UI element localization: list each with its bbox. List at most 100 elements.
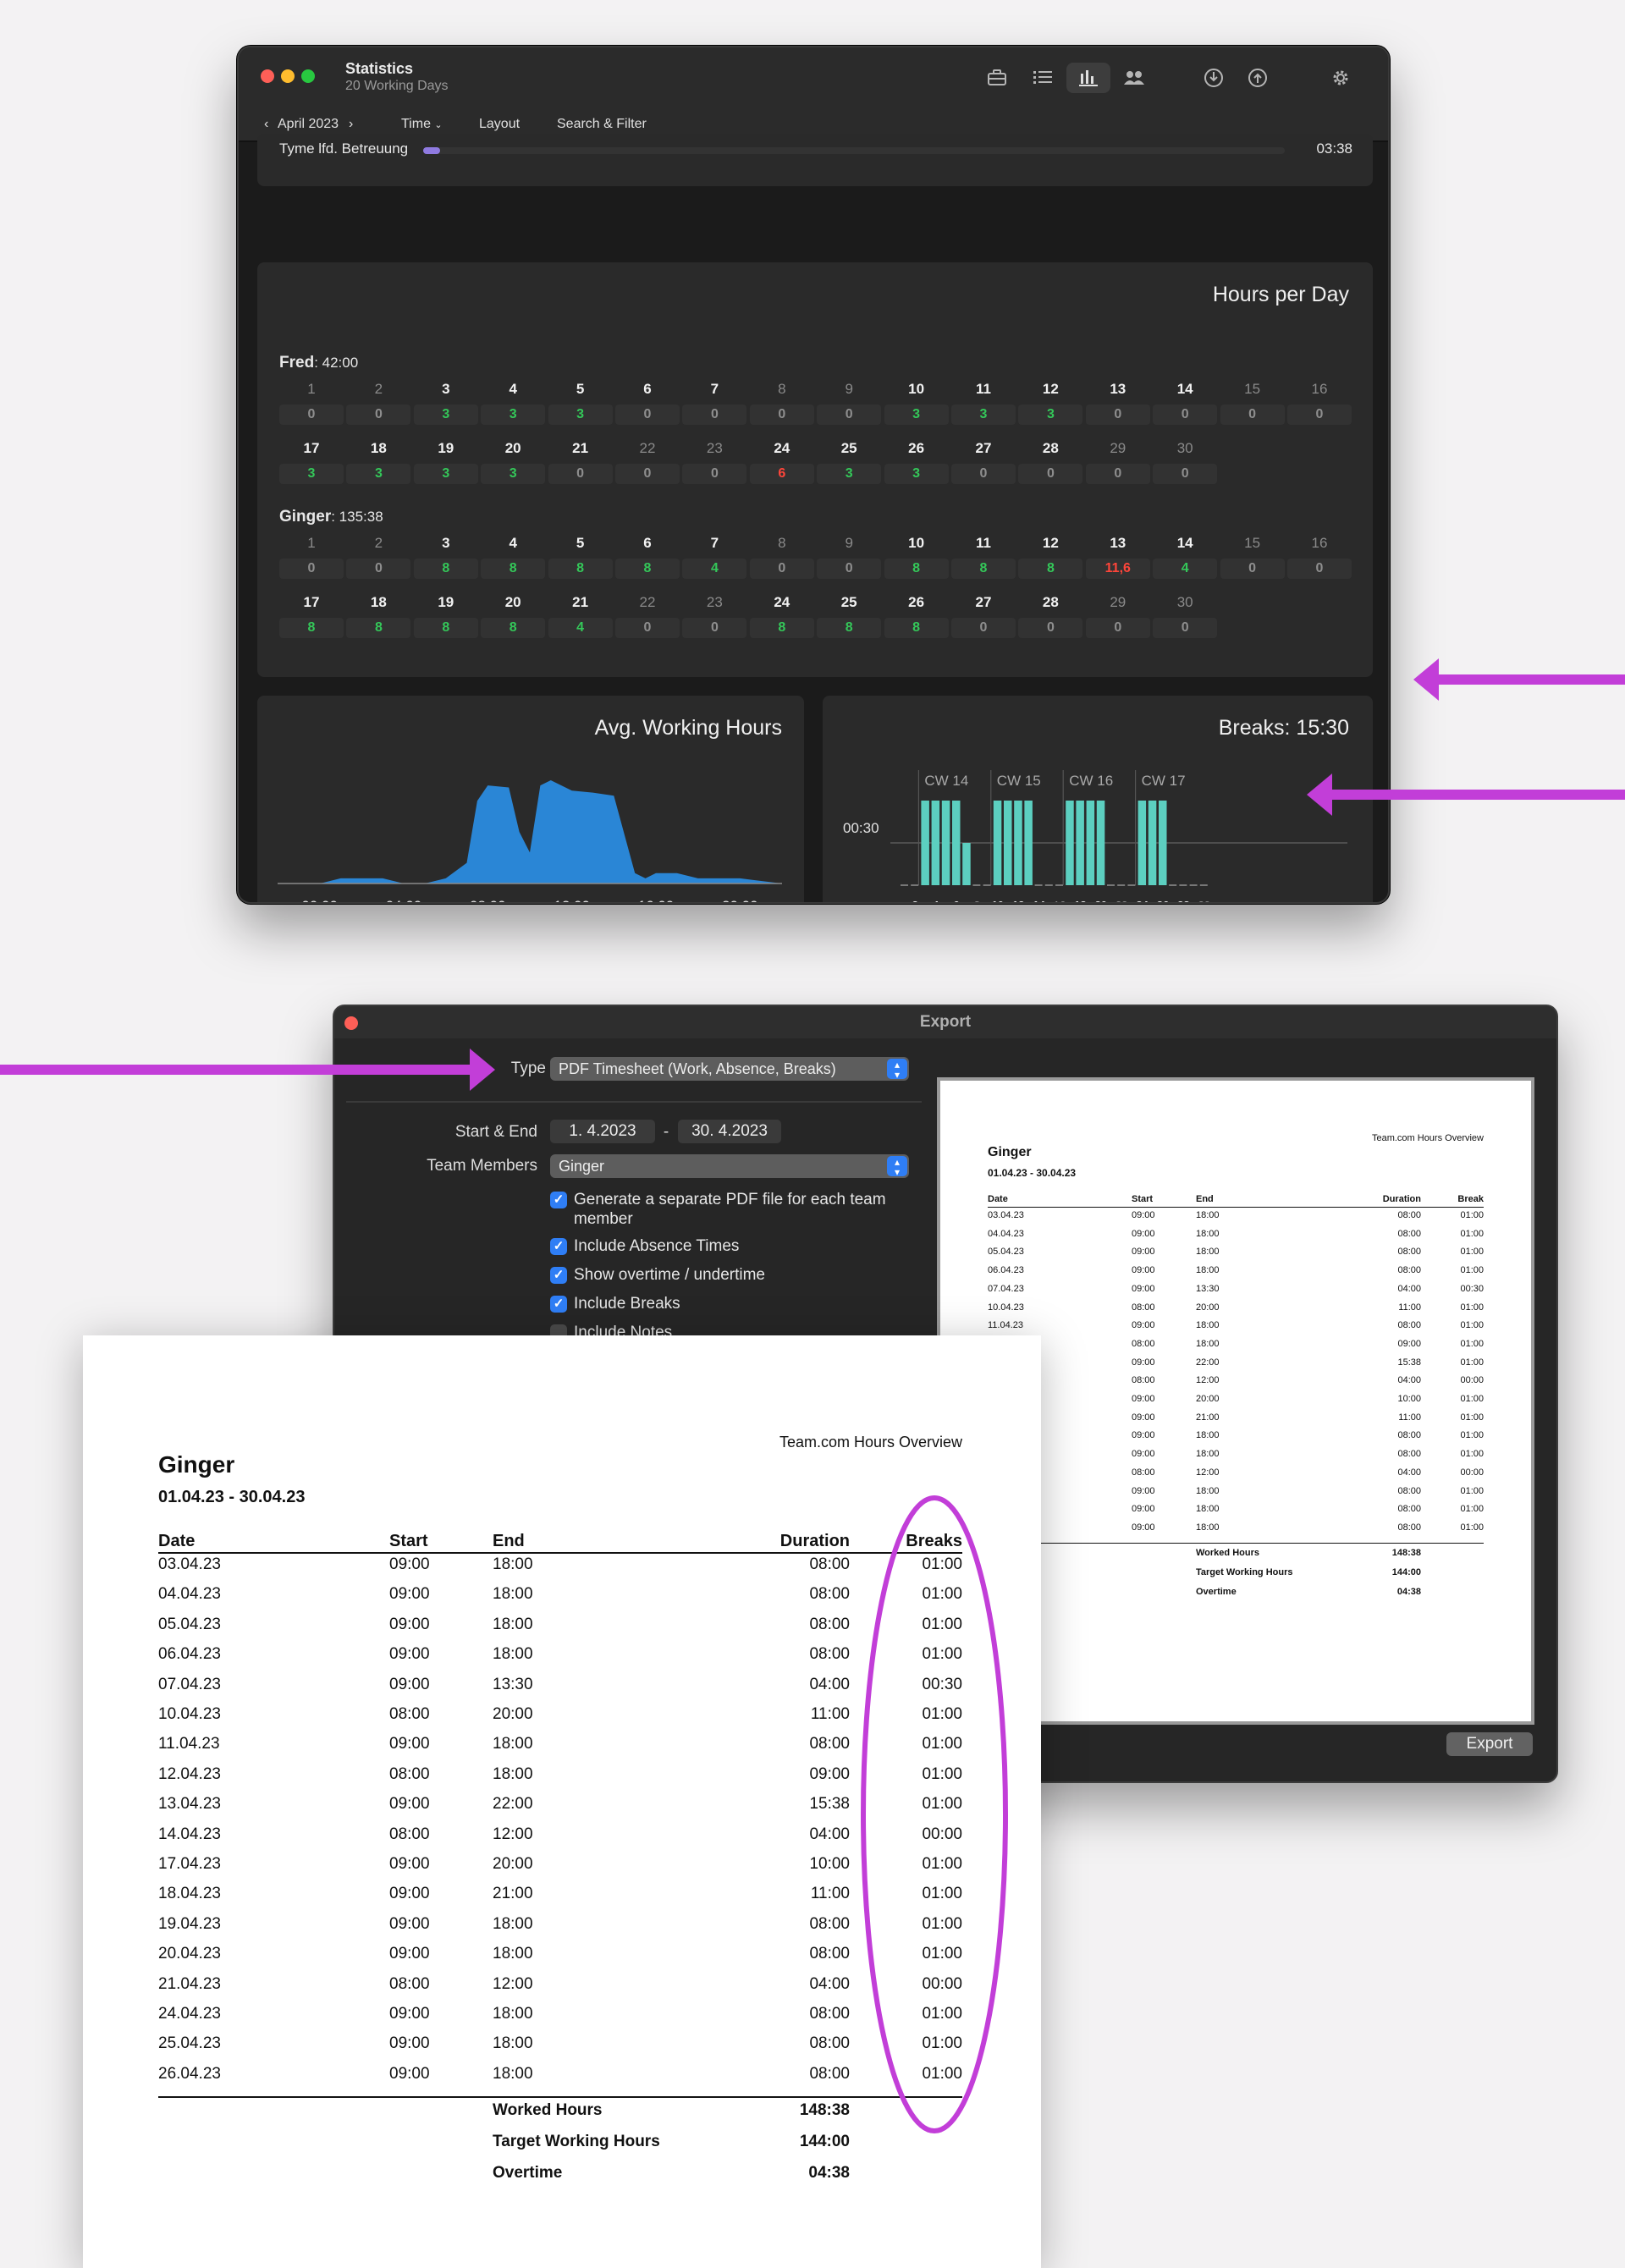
day-hours-value: 0 [817, 559, 882, 579]
table-cell: 08:00 [1397, 1449, 1421, 1460]
day-number: 18 [370, 594, 387, 610]
reference-line-label: 00:30 [843, 820, 879, 836]
table-cell: 09:00 [389, 1645, 430, 1664]
table-cell: 09:00 [1132, 1210, 1155, 1220]
type-select[interactable]: PDF Timesheet (Work, Absence, Breaks) ▴ ▾ [550, 1057, 909, 1081]
x-tick-label: 10 [992, 899, 1004, 904]
close-button[interactable] [261, 69, 274, 83]
include-absence-checkbox[interactable]: ✓ [550, 1238, 567, 1255]
table-cell: 04:00 [1397, 1283, 1421, 1294]
table-cell: 18:00 [1196, 1228, 1220, 1239]
people-icon[interactable] [1112, 63, 1156, 93]
day-hours-value: 8 [817, 618, 882, 638]
end-date-field[interactable]: 30. 4.2023 [678, 1120, 781, 1143]
table-cell: 18:00 [493, 2005, 533, 2023]
share-icon[interactable] [1236, 63, 1280, 93]
break-bar [1138, 801, 1147, 885]
day-number: 20 [504, 440, 521, 456]
day-number: 10 [908, 535, 925, 551]
time-menu[interactable]: Time ⌄ [401, 117, 443, 132]
day-number: 15 [1244, 381, 1261, 397]
table-cell: 09:00 [389, 1795, 430, 1814]
table-cell: 09:00 [1132, 1357, 1155, 1368]
day-number: 28 [1042, 594, 1059, 610]
download-icon[interactable] [1192, 63, 1236, 93]
column-header: Breaks [906, 1532, 962, 1550]
next-month-button[interactable]: › [349, 117, 354, 131]
day-number: 26 [908, 440, 925, 456]
table-cell: 09:00 [1132, 1485, 1155, 1496]
week-label: CW 17 [1142, 773, 1186, 789]
chart-icon[interactable] [1066, 63, 1110, 93]
table-cell: 01:00 [1460, 1485, 1484, 1496]
table-cell: 12:00 [493, 1825, 533, 1843]
preview-period: 01.04.23 - 30.04.23 [988, 1167, 1077, 1179]
table-cell: 09:00 [809, 1764, 850, 1783]
day-number: 13 [1110, 381, 1126, 397]
table-cell: 01:00 [922, 1855, 962, 1873]
day-number: 19 [438, 440, 454, 456]
date-separator: - [663, 1123, 669, 1141]
zoom-button[interactable] [301, 69, 315, 83]
search-filter-menu[interactable]: Search & Filter [557, 117, 647, 131]
table-cell: 09:00 [389, 1885, 430, 1903]
column-header: Duration [779, 1532, 850, 1550]
x-tick-label: 04:00 [386, 898, 422, 904]
project-progress [423, 147, 1285, 154]
table-cell: 04:00 [809, 1675, 850, 1693]
day-hours-value: 8 [548, 559, 613, 579]
table-cell: 08:00 [389, 1825, 430, 1843]
start-date-field[interactable]: 1. 4.2023 [550, 1120, 655, 1143]
table-cell: 09:00 [389, 1675, 430, 1693]
window-subtitle: 20 Working Days [345, 79, 449, 93]
separate-pdf-checkbox[interactable]: ✓ [550, 1192, 567, 1208]
export-button[interactable]: Export [1446, 1732, 1533, 1756]
team-members-select[interactable]: Ginger ▴ ▾ [550, 1154, 909, 1178]
table-cell: 00:30 [922, 1675, 962, 1693]
team-members-label: Team Members [427, 1157, 537, 1175]
person-total: : 135:38 [331, 509, 383, 525]
show-overtime-checkbox[interactable]: ✓ [550, 1267, 567, 1284]
table-cell: 04:00 [1397, 1375, 1421, 1386]
day-hours-value: 3 [951, 405, 1016, 425]
table-cell: 18:00 [493, 1914, 533, 1933]
x-tick-label: 16:00 [638, 898, 675, 904]
briefcase-icon[interactable] [975, 63, 1019, 93]
x-tick-label: 26 [1157, 899, 1169, 904]
table-cell: 26.04.23 [158, 2064, 221, 2083]
include-breaks-checkbox[interactable]: ✓ [550, 1296, 567, 1313]
day-hours-value: 3 [279, 464, 344, 484]
day-hours-value: 8 [615, 559, 680, 579]
day-hours-value: 8 [481, 618, 546, 638]
table-cell: 01:00 [922, 1585, 962, 1604]
total-value: 04:38 [1396, 1586, 1421, 1597]
export-close-button[interactable] [344, 1016, 358, 1030]
list-icon[interactable] [1021, 63, 1065, 93]
arrow-annotation-type [0, 1049, 495, 1091]
footer-rule [158, 2096, 962, 2099]
layout-menu[interactable]: Layout [479, 117, 521, 131]
day-hours-value: 6 [749, 464, 814, 484]
day-number: 2 [374, 535, 383, 551]
table-cell: 18:00 [493, 1764, 533, 1783]
table-cell: 12:00 [1196, 1375, 1220, 1386]
break-bar [1076, 801, 1084, 885]
table-cell: 08:00 [1132, 1467, 1155, 1478]
window-title: Statistics [345, 60, 414, 77]
x-tick-label: 08:00 [470, 898, 506, 904]
month-label[interactable]: April 2023 [278, 117, 339, 131]
prev-month-button[interactable]: ‹ [264, 117, 269, 131]
table-cell: 08:00 [809, 1914, 850, 1933]
day-hours-value: 0 [682, 618, 747, 638]
table-cell: 20:00 [1196, 1302, 1220, 1313]
table-cell: 01:00 [922, 1795, 962, 1814]
gear-icon[interactable] [1319, 63, 1363, 93]
table-cell: 01:00 [1460, 1430, 1484, 1441]
column-header: End [1196, 1194, 1214, 1204]
day-number: 7 [710, 381, 719, 397]
day-hours-value: 0 [615, 618, 680, 638]
day-hours-value: 3 [481, 405, 546, 425]
minimize-button[interactable] [281, 69, 295, 83]
day-number: 16 [1311, 381, 1328, 397]
day-hours-value: 0 [1085, 405, 1150, 425]
